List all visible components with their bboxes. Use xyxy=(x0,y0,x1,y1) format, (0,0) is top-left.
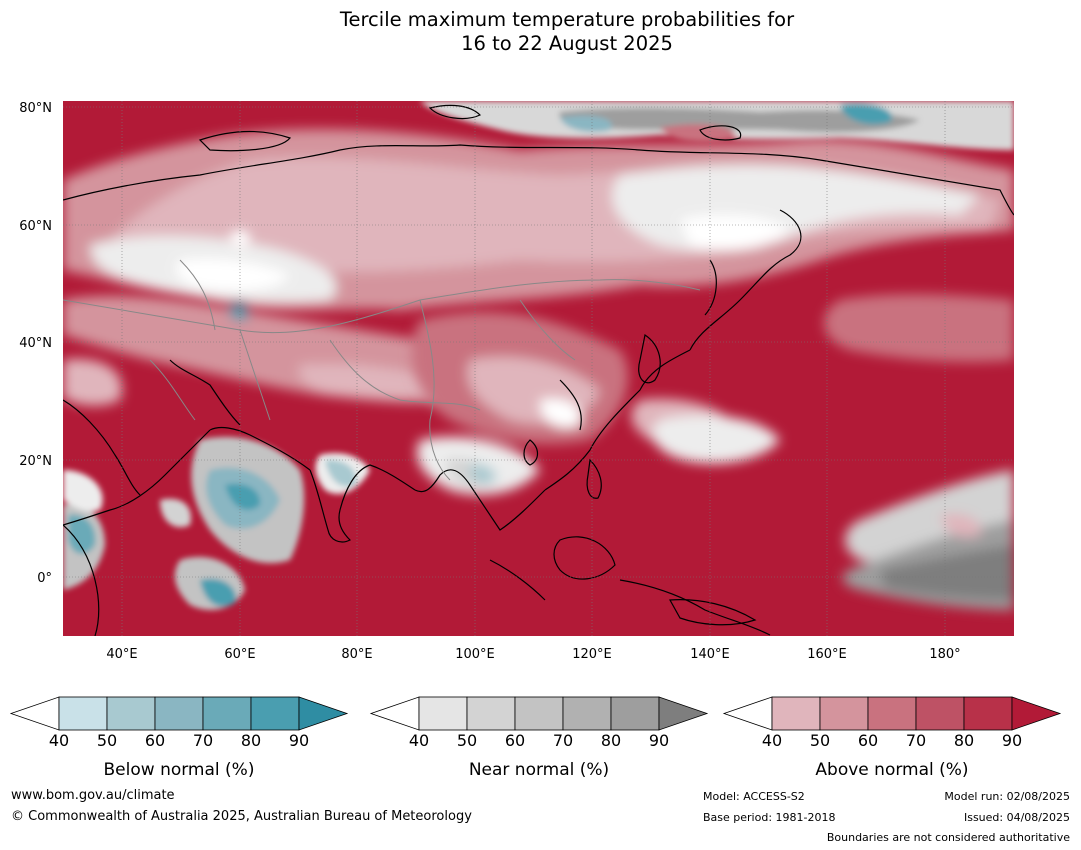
colorbar-segment xyxy=(658,696,709,731)
colorbar-segment xyxy=(915,696,965,731)
colorbar-segment xyxy=(202,696,252,731)
probability-map: 80°N 60°N 40°N 20°N 0° 40°E 60°E 80°E 10… xyxy=(19,101,1014,662)
colorbar-segment xyxy=(963,696,1013,731)
colorbar-title: Above normal (%) xyxy=(815,760,968,780)
lon-label: 120°E xyxy=(572,647,612,662)
colorbar-above: 40 50 60 70 80 90 Above normal (%) xyxy=(722,696,1062,780)
colorbar-segment xyxy=(867,696,917,731)
colorbar-segment xyxy=(466,696,516,731)
copyright-text: © Commonwealth of Australia 2025, Austra… xyxy=(11,809,472,824)
base-period-text: Base period: 1981-2018 xyxy=(703,811,836,824)
colorbar-segment xyxy=(250,696,300,731)
colorbar-tick-label: 50 xyxy=(97,731,117,750)
field-pacific xyxy=(631,294,1014,610)
lat-label: 40°N xyxy=(19,336,52,351)
disclaimer-text: Boundaries are not considered authoritat… xyxy=(826,831,1070,844)
colorbar-segment xyxy=(610,696,660,731)
colorbar-tick-label: 90 xyxy=(289,731,309,750)
colorbar-tick-label: 40 xyxy=(409,731,429,750)
colorbar-tick-label: 40 xyxy=(49,731,69,750)
colorbar-tick-label: 50 xyxy=(457,731,477,750)
coastlines xyxy=(63,104,1014,636)
colorbar-tick-label: 70 xyxy=(906,731,926,750)
colorbar-title: Near normal (%) xyxy=(469,760,609,780)
model-text: Model: ACCESS-S2 xyxy=(703,790,805,803)
colorbar-segment xyxy=(819,696,869,731)
lat-label: 60°N xyxy=(19,219,52,234)
model-run-text: Model run: 02/08/2025 xyxy=(944,790,1070,803)
lon-label: 160°E xyxy=(807,647,847,662)
colorbar-segment xyxy=(154,696,204,731)
colorbar-tick-label: 80 xyxy=(954,731,974,750)
field-east-asia xyxy=(411,311,629,495)
colorbar-segment xyxy=(58,696,108,731)
map-title: Tercile maximum temperature probabilitie… xyxy=(0,8,1081,56)
colorbar-segment xyxy=(9,696,60,731)
colorbar-segment xyxy=(106,696,156,731)
map-field xyxy=(63,101,1014,636)
lat-label: 80°N xyxy=(19,101,52,116)
colorbar-segment xyxy=(722,696,773,731)
lon-label: 140°E xyxy=(690,647,730,662)
field-south-asia xyxy=(63,436,370,610)
colorbar-tick-label: 90 xyxy=(1002,731,1022,750)
colorbar-tick-label: 50 xyxy=(810,731,830,750)
colorbar-tick-label: 80 xyxy=(601,731,621,750)
issued-text: Issued: 04/08/2025 xyxy=(963,811,1070,824)
colorbar-below: 40 50 60 70 80 90 Below normal (%) xyxy=(9,696,349,780)
lon-label: 60°E xyxy=(224,647,255,662)
axis-labels: 80°N 60°N 40°N 20°N 0° 40°E 60°E 80°E 10… xyxy=(19,101,960,662)
colorbar-tick-label: 60 xyxy=(505,731,525,750)
colorbar-segment xyxy=(369,696,420,731)
gridlines xyxy=(63,101,1014,636)
colorbar-segment xyxy=(1011,696,1062,731)
colorbar-tick-label: 60 xyxy=(145,731,165,750)
country-borders xyxy=(63,259,701,481)
colorbar-near: 40 50 60 70 80 90 Near normal (%) xyxy=(369,696,709,780)
field-central-asia xyxy=(63,230,487,406)
title-line-2: 16 to 22 August 2025 xyxy=(461,32,673,55)
colorbar-segment xyxy=(514,696,564,731)
field-northern-eurasia xyxy=(63,129,1014,311)
colorbar-title: Below normal (%) xyxy=(104,760,255,780)
colorbar-segment xyxy=(771,696,821,731)
lon-label: 80°E xyxy=(341,647,372,662)
colorbar-segment xyxy=(562,696,612,731)
lon-label: 40°E xyxy=(106,647,137,662)
lon-label: 100°E xyxy=(455,647,495,662)
title-line-1: Tercile maximum temperature probabilitie… xyxy=(339,8,795,31)
colorbar-tick-label: 70 xyxy=(553,731,573,750)
colorbar-tick-label: 40 xyxy=(762,731,782,750)
colorbar-tick-label: 80 xyxy=(241,731,261,750)
lat-label: 0° xyxy=(37,571,52,586)
colorbar-tick-label: 90 xyxy=(649,731,669,750)
colorbar-segment xyxy=(298,696,349,731)
website-link[interactable]: www.bom.gov.au/climate xyxy=(11,788,175,803)
colorbar-legends: 40 50 60 70 80 90 Below normal (%) 40 50 60 70 80 90… xyxy=(9,696,1062,780)
colorbar-tick-label: 70 xyxy=(193,731,213,750)
lat-label: 20°N xyxy=(19,454,52,469)
lon-label: 180° xyxy=(929,647,960,662)
colorbar-tick-label: 60 xyxy=(858,731,878,750)
colorbar-segment xyxy=(418,696,468,731)
